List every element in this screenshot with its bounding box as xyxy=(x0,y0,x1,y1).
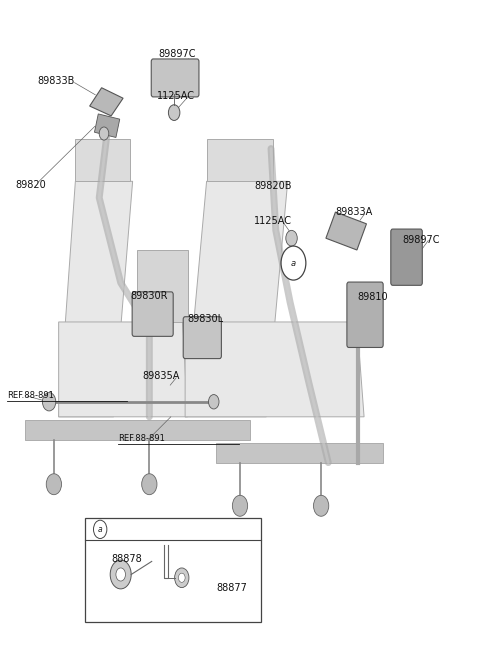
Polygon shape xyxy=(326,212,366,250)
Circle shape xyxy=(99,127,109,140)
Text: 89810: 89810 xyxy=(357,292,387,302)
FancyBboxPatch shape xyxy=(347,282,383,348)
Circle shape xyxy=(281,246,306,280)
Text: 88878: 88878 xyxy=(111,554,142,564)
Circle shape xyxy=(46,474,61,495)
Text: 88877: 88877 xyxy=(216,583,247,593)
Text: 89830R: 89830R xyxy=(130,291,168,301)
Circle shape xyxy=(142,474,157,495)
Circle shape xyxy=(208,395,219,409)
Bar xyxy=(85,518,262,622)
Text: 89835A: 89835A xyxy=(142,371,180,380)
Text: 1125AC: 1125AC xyxy=(254,215,292,225)
Text: a: a xyxy=(98,525,103,534)
Text: 89897C: 89897C xyxy=(159,49,196,58)
Text: 1125AC: 1125AC xyxy=(157,91,195,101)
Polygon shape xyxy=(137,250,188,322)
Circle shape xyxy=(42,393,56,411)
Circle shape xyxy=(179,573,185,582)
Text: 89820: 89820 xyxy=(16,179,47,190)
Circle shape xyxy=(175,568,189,587)
FancyBboxPatch shape xyxy=(151,59,199,97)
Polygon shape xyxy=(185,181,288,417)
Circle shape xyxy=(168,104,180,120)
Circle shape xyxy=(313,495,329,516)
Circle shape xyxy=(232,495,248,516)
FancyBboxPatch shape xyxy=(183,317,221,359)
Circle shape xyxy=(94,520,107,539)
Text: REF.88-891: REF.88-891 xyxy=(118,434,165,443)
FancyBboxPatch shape xyxy=(391,229,422,285)
Text: a: a xyxy=(291,259,296,267)
Polygon shape xyxy=(59,322,188,417)
Text: 89833B: 89833B xyxy=(37,76,74,86)
Text: 89820B: 89820B xyxy=(254,181,292,191)
Circle shape xyxy=(286,231,297,246)
Text: 89833A: 89833A xyxy=(336,207,372,217)
Circle shape xyxy=(116,568,125,581)
Text: 89897C: 89897C xyxy=(402,235,440,245)
Polygon shape xyxy=(95,114,120,137)
FancyBboxPatch shape xyxy=(132,292,173,336)
Polygon shape xyxy=(75,139,130,181)
Text: REF.88-891: REF.88-891 xyxy=(7,391,54,399)
Polygon shape xyxy=(90,88,123,116)
Text: 89830L: 89830L xyxy=(188,313,224,324)
Circle shape xyxy=(110,560,131,589)
Polygon shape xyxy=(206,139,274,181)
Polygon shape xyxy=(59,181,132,417)
Polygon shape xyxy=(185,322,364,417)
